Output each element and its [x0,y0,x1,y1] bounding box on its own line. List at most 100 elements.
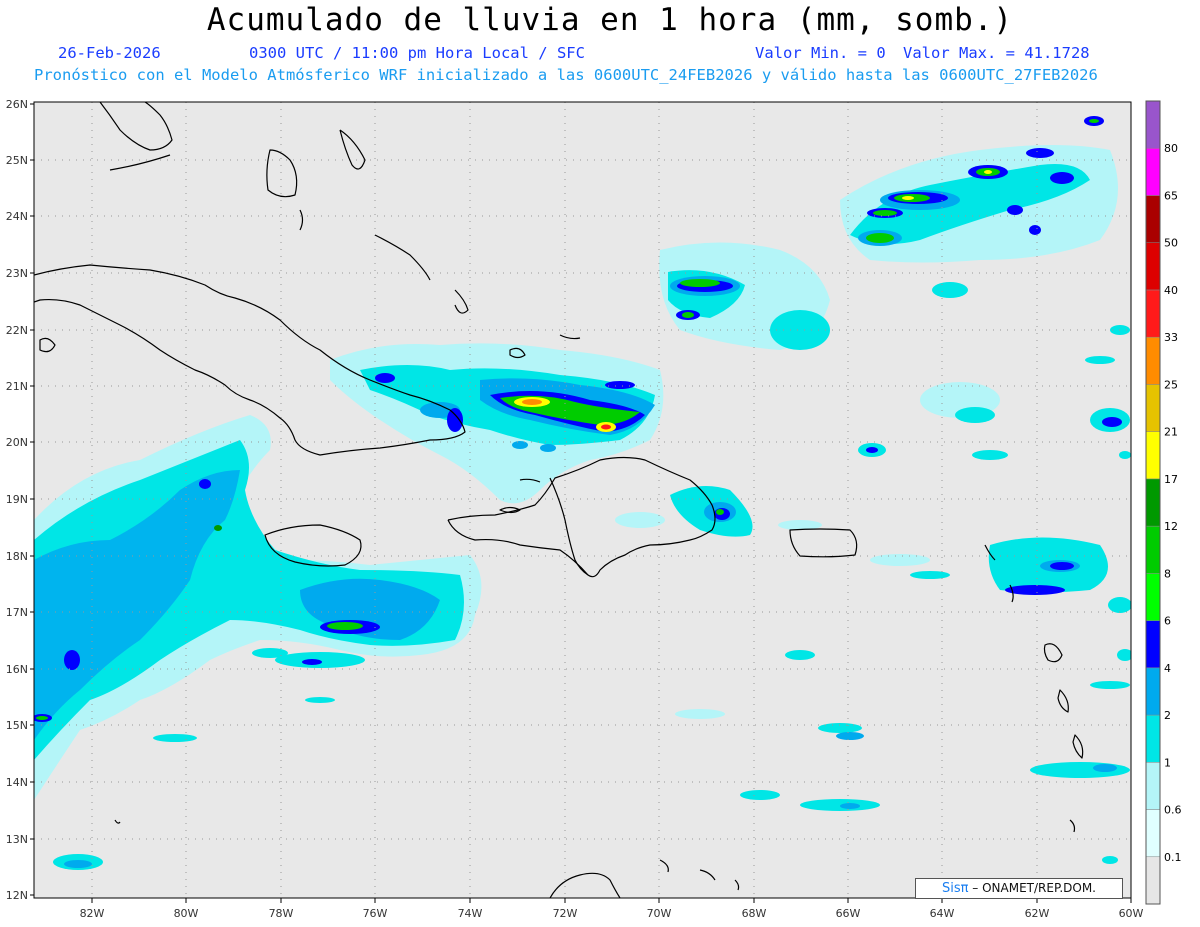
lat-label: 25N [6,154,28,167]
lat-label: 26N [6,98,28,111]
legend-swatch [1145,384,1161,432]
florida-coast [99,102,173,151]
lesser-antilles-2 [1009,584,1014,603]
credit-box: Sisπ – ONAMET/REP.DOM. [915,878,1123,899]
lon-label: 80W [174,907,199,920]
rain-band-northeast [659,116,1118,350]
lesser-antilles-5 [1072,734,1084,759]
lat-label: 21N [6,380,28,393]
lat-label: 12N [6,889,28,902]
rain-band-west-caribbean [34,415,482,800]
bahamas-long [454,289,469,314]
legend-swatch [1145,762,1161,810]
legend-swatch [1145,620,1161,669]
bahamas-andros [266,149,298,198]
legend-label: 17 [1164,473,1178,486]
gridlines [34,102,1131,898]
legend-swatch [1145,147,1161,196]
agency-label: – ONAMET/REP.DOM. [972,881,1096,895]
legend-label: 6 [1164,615,1171,628]
legend-label: 0.1 [1164,851,1182,864]
rain-band-central [330,343,664,504]
legend-swatch [1145,573,1161,621]
legend-swatch [1145,525,1161,574]
brand-logo: Sisπ [941,881,969,896]
legend-swatch [1145,714,1161,763]
lat-label: 15N [6,719,28,732]
lon-label: 78W [269,907,294,920]
map-border [33,101,1132,899]
hispaniola-coast [447,456,716,578]
lat-label: 17N [6,606,28,619]
florida-keys [109,154,171,171]
san-andres [114,819,121,824]
rain-fields [34,102,1131,898]
puerto-rico-coast [789,528,858,558]
bahamas-grand [339,129,366,170]
lat-label: 19N [6,493,28,506]
isle-of-youth [39,337,56,353]
min-value-label: Valor Min. = 0 [755,44,886,62]
legend-swatch [1145,478,1161,527]
lon-label: 72W [553,907,578,920]
latitude-labels: 26N 25N 24N 23N 22N 21N 20N 19N 18N 17N … [6,98,28,902]
legend-swatch [1145,336,1161,385]
lat-label: 22N [6,324,28,337]
lon-label: 60W [1119,907,1144,920]
legend-label: 65 [1164,189,1178,202]
max-value-label: Valor Max. = 41.1728 [903,44,1090,62]
lon-label: 66W [836,907,861,920]
lat-label: 13N [6,833,28,846]
lesser-antilles-3 [1043,643,1063,663]
chart-title: Acumulado de lluvia en 1 hora (mm, somb.… [206,2,1014,38]
lesser-antilles-4 [1057,689,1069,713]
legend-label: 1 [1164,756,1171,769]
legend-swatch [1145,242,1161,291]
legend-label: 2 [1164,709,1171,722]
lon-label: 74W [458,907,483,920]
legend-swatch [1145,856,1161,905]
legend-label: 0.6 [1164,804,1182,817]
lesser-antilles-1 [984,544,996,561]
model-info-label: Pronóstico con el Modelo Atmósferico WRF… [34,66,1098,84]
axis-ticks [30,103,1132,903]
turks-caicos [559,334,581,340]
inagua [509,347,526,359]
coastlines [34,102,1084,898]
curacao [699,869,716,881]
longitude-labels: 82W 80W 78W 76W 74W 72W 70W 68W 66W 64W … [80,907,1144,920]
legend-label: 25 [1164,378,1178,391]
lesser-antilles-6 [1069,819,1076,833]
lat-label: 16N [6,663,28,676]
bonaire [734,879,740,891]
lon-label: 64W [930,907,955,920]
legend-label: 80 [1164,142,1178,155]
tortuga [519,478,541,483]
legend-swatch [1145,667,1161,716]
lon-label: 68W [742,907,767,920]
legend-label: 4 [1164,662,1171,675]
rain-cells-scattered [53,205,1131,870]
legend-label: 40 [1164,284,1178,297]
legend-label: 21 [1164,426,1178,439]
bahamas-exuma [299,209,304,231]
legend-swatch [1145,431,1161,480]
lon-label: 62W [1025,907,1050,920]
lat-label: 18N [6,550,28,563]
legend-label: 8 [1164,567,1171,580]
legend-label: 12 [1164,520,1178,533]
rain-band-east [615,486,822,537]
lat-label: 14N [6,776,28,789]
south-america-coast [549,872,621,898]
lon-label: 76W [363,907,388,920]
legend-frame [1145,100,1161,905]
lon-label: 82W [80,907,105,920]
aruba [659,859,669,873]
legend-label: 50 [1164,237,1178,250]
legend-swatch [1145,100,1161,149]
legend-swatch [1145,195,1161,243]
bahamas-cat [374,234,431,281]
hispaniola-border [549,477,589,576]
lon-label: 70W [647,907,672,920]
